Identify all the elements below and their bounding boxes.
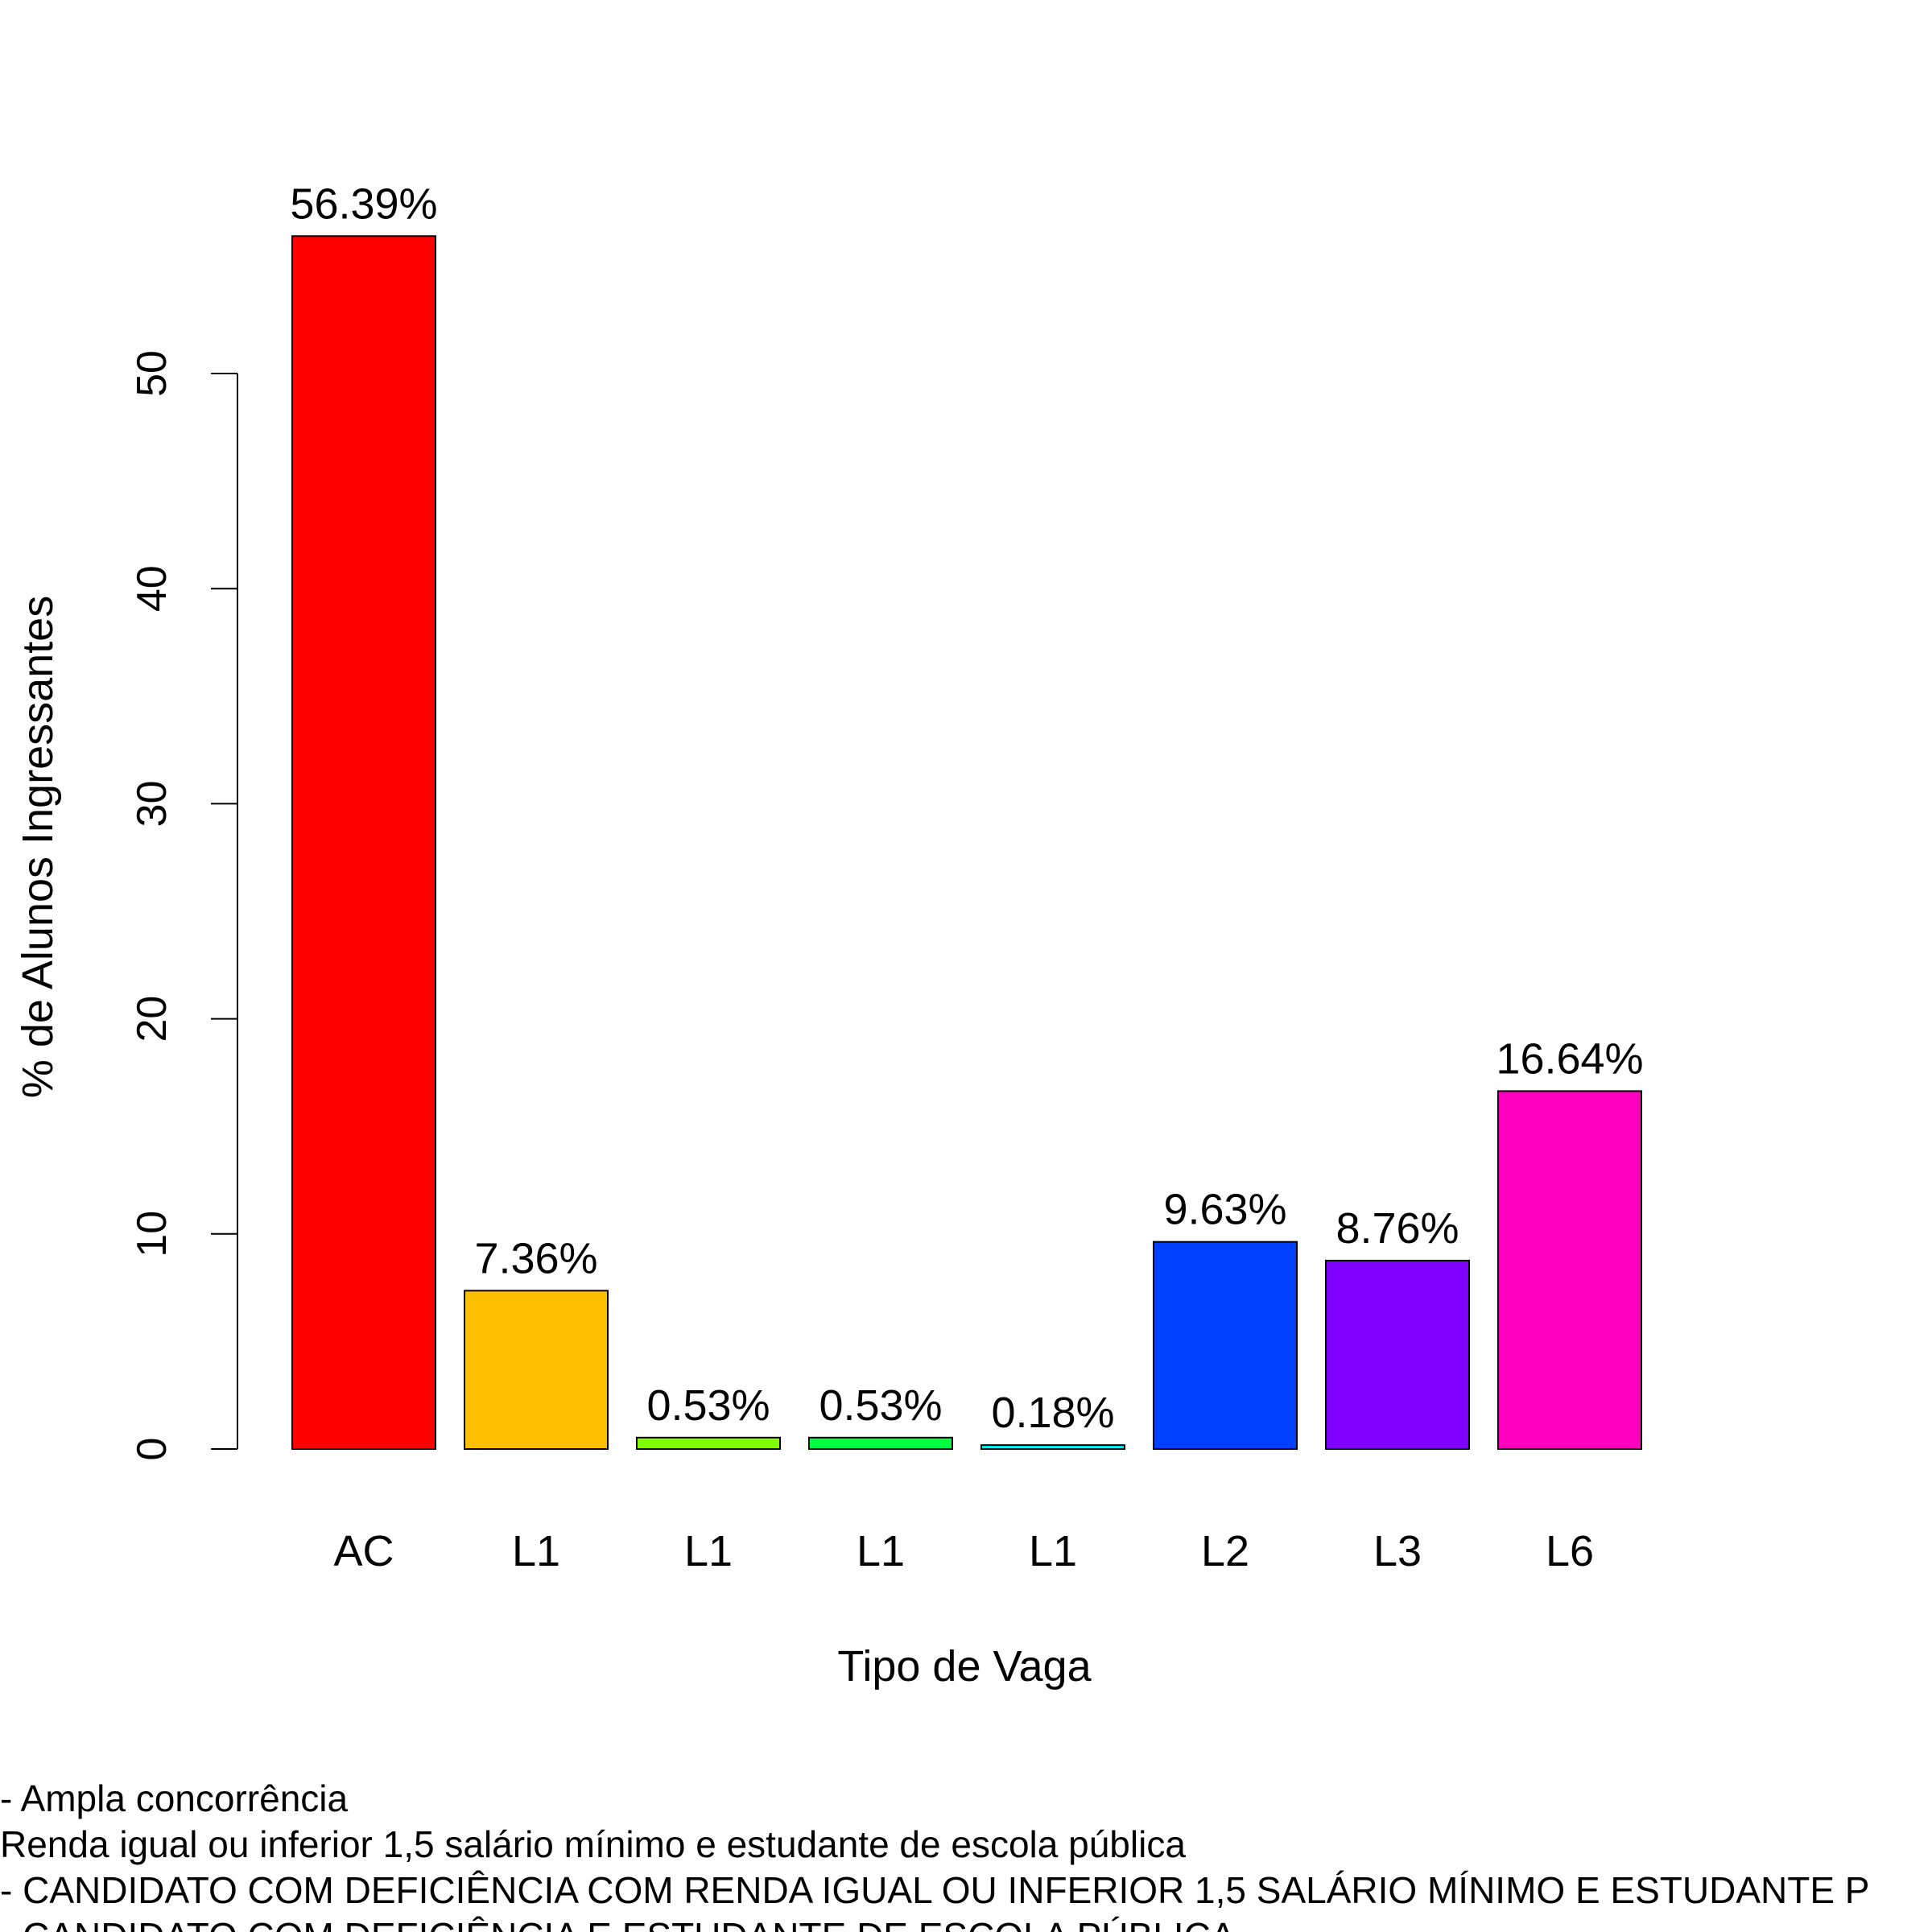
y-ticks: 0 10 20 30 40 50 [129,350,237,1460]
bars [291,235,1642,1451]
y-tick-label: 40 [129,565,175,612]
y-axis-title: % de Alunos Ingressantes [14,596,62,1098]
bar-value-label: 16.64% [1496,1034,1643,1083]
y-tick-label: 30 [129,780,175,827]
category-label: L1 [857,1527,905,1575]
bar [464,1290,609,1451]
bar [1153,1241,1298,1450]
bar [291,235,436,1451]
bar [1325,1259,1470,1450]
bar [1497,1090,1642,1450]
bar-value-label: 0.53% [646,1381,770,1430]
y-tick-label: 10 [129,1211,175,1257]
legend-note-line: - Ampla concorrência [0,1777,348,1819]
y-tick-label: 50 [129,350,175,397]
bar [980,1444,1125,1451]
bar-value-label: 0.18% [991,1389,1114,1437]
bar-value-label: 56.39% [290,180,437,228]
bar-value-label: 9.63% [1163,1186,1286,1234]
legend-note-line: - CANDIDATO COM DEFICIÊNCIA E ESTUDANTE … [0,1915,1236,1932]
bar-value-label: 0.53% [819,1381,942,1430]
category-label: L2 [1201,1527,1249,1575]
legend-note-line: - CANDIDATO COM DEFICIÊNCIA COM RENDA IG… [0,1869,1869,1911]
legend-note-line: Renda igual ou inferior 1,5 salário míni… [0,1823,1186,1865]
category-label: L6 [1546,1527,1594,1575]
category-label: L1 [512,1527,560,1575]
bar-value-label: 8.76% [1335,1204,1459,1253]
x-axis-title: Tipo de Vaga [837,1642,1092,1690]
legend-notes: - Ampla concorrência Renda igual ou infe… [0,1777,1869,1932]
bar-value-label: 7.36% [474,1234,597,1282]
category-label: L1 [684,1527,733,1575]
bar [808,1436,953,1450]
category-label: AC [333,1527,394,1575]
category-label: L1 [1029,1527,1077,1575]
category-labels: AC L1 L1 L1 L1 L2 L3 L6 [333,1527,1594,1575]
bar [636,1436,781,1450]
y-tick-label: 20 [129,996,175,1042]
category-label: L3 [1373,1527,1422,1575]
y-tick-label: 0 [129,1438,175,1461]
value-labels: 56.39% 7.36% 0.53% 0.53% 0.18% 9.63% 8.76% 16.6… [290,180,1643,1437]
